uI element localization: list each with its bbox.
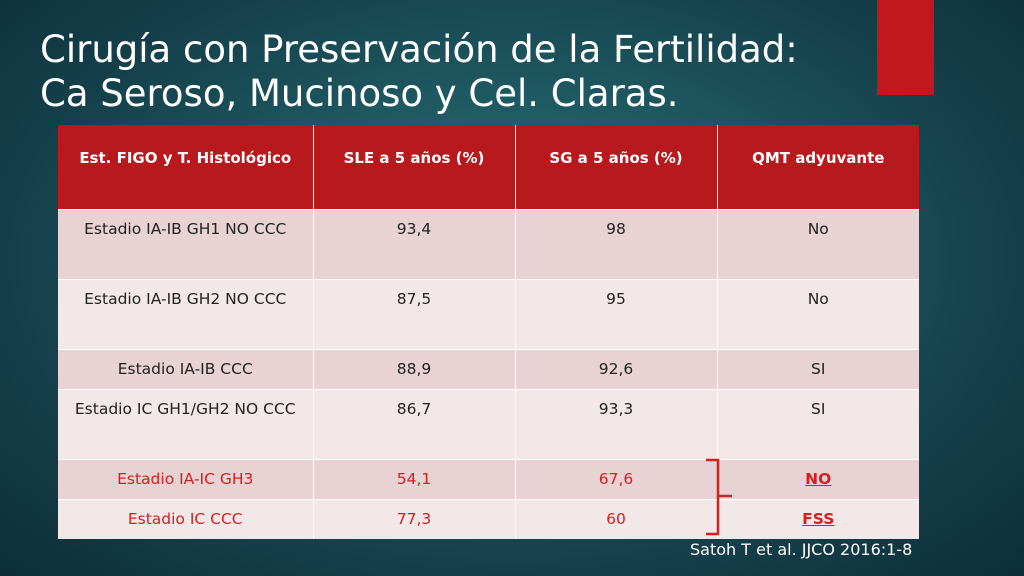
table-row: Estadio IA-IB GH2 NO CCC 87,5 95 No: [58, 278, 919, 349]
table-cell: NO: [717, 458, 919, 499]
table-cell: 77,3: [313, 498, 516, 539]
table-cell: Estadio IC CCC: [58, 498, 314, 539]
table-cell: 95: [515, 278, 718, 349]
table-cell: No: [717, 208, 919, 279]
title-line-1: Cirugía con Preservación de la Fertilida…: [40, 28, 798, 71]
table-cell: 67,6: [515, 458, 718, 499]
table-cell: No: [717, 278, 919, 349]
header-cell: SLE a 5 años (%): [313, 125, 516, 209]
table-cell: 98: [515, 208, 718, 279]
table-cell: Estadio IC GH1/GH2 NO CCC: [58, 388, 314, 459]
header-cell: QMT adyuvante: [717, 125, 919, 209]
title-line-2: Ca Seroso, Mucinoso y Cel. Claras.: [40, 72, 679, 115]
table-cell: Estadio IA-IC GH3: [58, 458, 314, 499]
table-row: Estadio IC GH1/GH2 NO CCC 86,7 93,3 SI: [58, 388, 919, 459]
table-cell: 92,6: [515, 348, 718, 389]
table-cell: 87,5: [313, 278, 516, 349]
table-cell: 86,7: [313, 388, 516, 459]
table-row-highlighted: Estadio IA-IC GH3 54,1 67,6 NO: [58, 458, 919, 499]
bracket-icon: [706, 458, 732, 536]
table-cell: 93,3: [515, 388, 718, 459]
accent-bar: [877, 0, 934, 95]
table-cell: 54,1: [313, 458, 516, 499]
header-cell: Est. FIGO y T. Histológico: [58, 125, 314, 209]
table-cell: SI: [717, 388, 919, 459]
header-cell: SG a 5 años (%): [515, 125, 718, 209]
slide-title: Cirugía con Preservación de la Fertilida…: [40, 28, 880, 116]
table-row: Estadio IA-IB CCC 88,9 92,6 SI: [58, 348, 919, 389]
table-cell: FSS: [717, 498, 919, 539]
table-row-highlighted: Estadio IC CCC 77,3 60 FSS: [58, 498, 919, 539]
table-cell: Estadio IA-IB GH2 NO CCC: [58, 278, 314, 349]
table-cell: 88,9: [313, 348, 516, 389]
table-cell: Estadio IA-IB CCC: [58, 348, 314, 389]
results-table: Est. FIGO y T. Histológico SLE a 5 años …: [58, 125, 919, 539]
table-header-row: Est. FIGO y T. Histológico SLE a 5 años …: [58, 125, 919, 209]
table-cell: 60: [515, 498, 718, 539]
table-cell: Estadio IA-IB GH1 NO CCC: [58, 208, 314, 279]
citation: Satoh T et al. JJCO 2016:1-8: [690, 540, 913, 559]
table-cell: SI: [717, 348, 919, 389]
table-cell: 93,4: [313, 208, 516, 279]
table-row: Estadio IA-IB GH1 NO CCC 93,4 98 No: [58, 208, 919, 279]
